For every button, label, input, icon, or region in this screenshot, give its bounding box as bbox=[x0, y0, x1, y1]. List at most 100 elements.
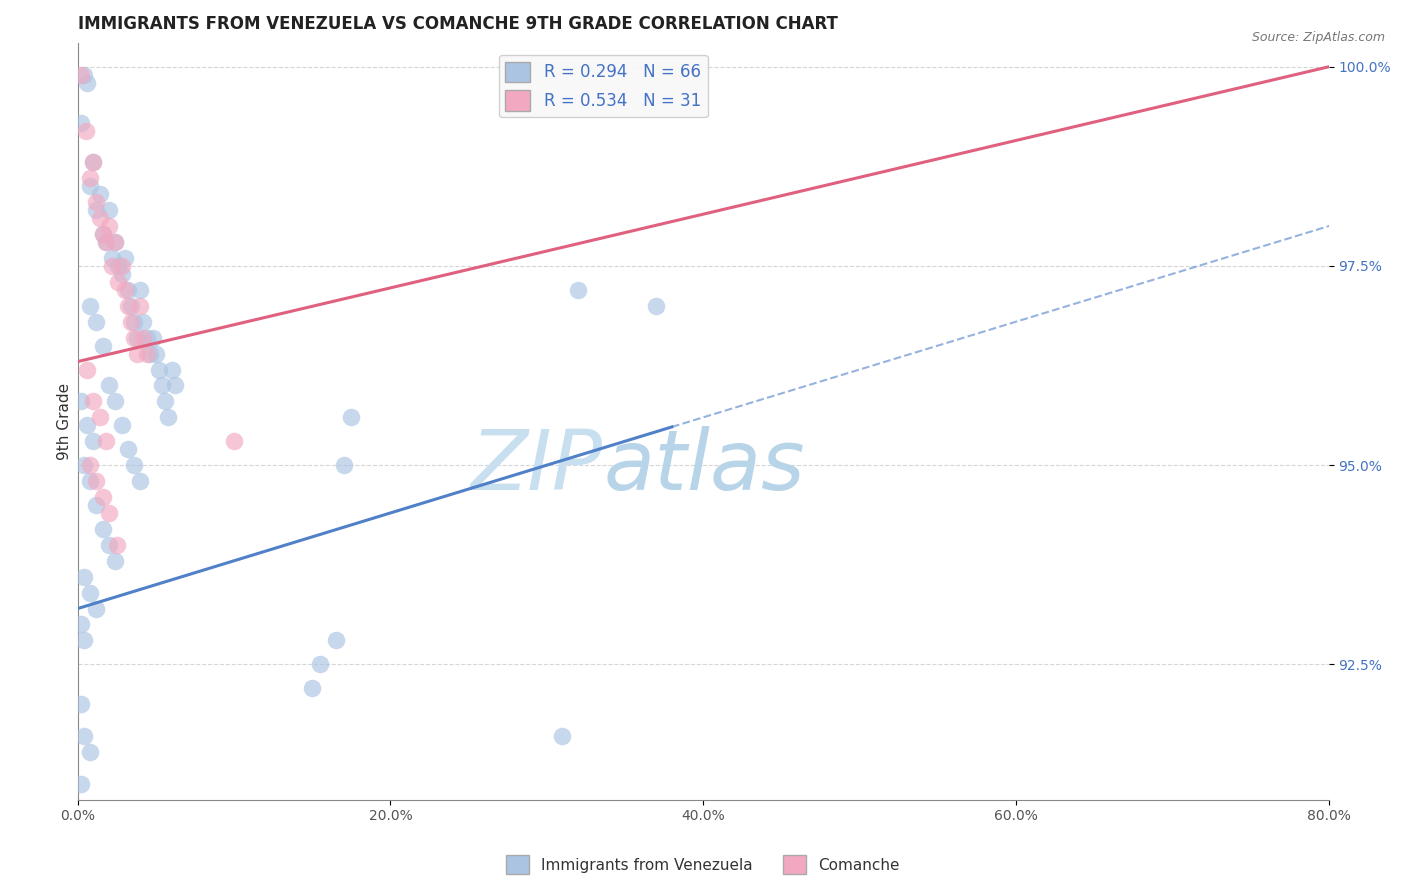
Point bbox=[142, 331, 165, 345]
Point bbox=[309, 657, 332, 672]
Point bbox=[129, 299, 152, 313]
Point bbox=[86, 195, 108, 210]
Point bbox=[104, 235, 127, 249]
Point bbox=[79, 458, 101, 472]
Point bbox=[70, 115, 93, 129]
Point bbox=[114, 251, 136, 265]
Point bbox=[122, 331, 145, 345]
Point bbox=[70, 68, 93, 82]
Point bbox=[551, 729, 574, 743]
Point bbox=[135, 331, 157, 345]
Point bbox=[163, 378, 186, 392]
Point bbox=[79, 474, 101, 488]
Point bbox=[127, 346, 149, 360]
Point bbox=[89, 187, 111, 202]
Point bbox=[98, 219, 121, 234]
Point bbox=[98, 506, 121, 520]
Point bbox=[105, 538, 128, 552]
Point bbox=[145, 346, 167, 360]
Point bbox=[104, 394, 127, 409]
Point bbox=[73, 570, 96, 584]
Point bbox=[94, 235, 117, 249]
Point bbox=[107, 259, 129, 273]
Point bbox=[135, 346, 157, 360]
Point bbox=[79, 299, 101, 313]
Point bbox=[79, 179, 101, 194]
Point bbox=[76, 362, 98, 376]
Point bbox=[73, 729, 96, 743]
Text: atlas: atlas bbox=[603, 426, 804, 508]
Point bbox=[76, 76, 98, 90]
Point bbox=[86, 203, 108, 218]
Legend: R = 0.294   N = 66, R = 0.534   N = 31: R = 0.294 N = 66, R = 0.534 N = 31 bbox=[499, 55, 707, 118]
Point bbox=[70, 394, 93, 409]
Point bbox=[110, 267, 132, 281]
Text: Source: ZipAtlas.com: Source: ZipAtlas.com bbox=[1251, 31, 1385, 45]
Point bbox=[79, 745, 101, 759]
Point bbox=[107, 275, 129, 289]
Point bbox=[75, 123, 97, 137]
Text: ZIP: ZIP bbox=[471, 426, 603, 508]
Point bbox=[82, 394, 104, 409]
Point bbox=[132, 331, 155, 345]
Point bbox=[104, 235, 127, 249]
Point bbox=[645, 299, 668, 313]
Point bbox=[160, 362, 183, 376]
Point bbox=[73, 68, 96, 82]
Point bbox=[89, 211, 111, 226]
Point bbox=[127, 331, 149, 345]
Point bbox=[567, 283, 589, 297]
Point bbox=[86, 474, 108, 488]
Point bbox=[86, 601, 108, 615]
Point bbox=[79, 171, 101, 186]
Point bbox=[120, 315, 142, 329]
Point bbox=[157, 410, 180, 425]
Point bbox=[110, 259, 132, 273]
Point bbox=[70, 777, 93, 791]
Legend: Immigrants from Venezuela, Comanche: Immigrants from Venezuela, Comanche bbox=[501, 849, 905, 880]
Point bbox=[91, 522, 114, 536]
Point bbox=[91, 338, 114, 352]
Point bbox=[101, 259, 124, 273]
Point bbox=[117, 442, 139, 457]
Point bbox=[86, 315, 108, 329]
Point bbox=[325, 633, 347, 648]
Point bbox=[82, 155, 104, 169]
Point bbox=[73, 633, 96, 648]
Point bbox=[122, 458, 145, 472]
Point bbox=[86, 498, 108, 512]
Point bbox=[110, 418, 132, 433]
Point bbox=[79, 585, 101, 599]
Point bbox=[98, 203, 121, 218]
Point bbox=[94, 235, 117, 249]
Point bbox=[70, 617, 93, 632]
Point bbox=[120, 299, 142, 313]
Point bbox=[104, 554, 127, 568]
Point bbox=[129, 474, 152, 488]
Point bbox=[332, 458, 354, 472]
Point bbox=[82, 155, 104, 169]
Point bbox=[117, 299, 139, 313]
Point bbox=[301, 681, 323, 696]
Point bbox=[114, 283, 136, 297]
Point bbox=[91, 490, 114, 504]
Point bbox=[70, 697, 93, 711]
Point bbox=[148, 362, 170, 376]
Point bbox=[122, 315, 145, 329]
Point bbox=[91, 227, 114, 241]
Point bbox=[98, 538, 121, 552]
Point bbox=[82, 434, 104, 449]
Point bbox=[224, 434, 246, 449]
Point bbox=[150, 378, 173, 392]
Y-axis label: 9th Grade: 9th Grade bbox=[58, 383, 72, 460]
Text: IMMIGRANTS FROM VENEZUELA VS COMANCHE 9TH GRADE CORRELATION CHART: IMMIGRANTS FROM VENEZUELA VS COMANCHE 9T… bbox=[77, 15, 838, 33]
Point bbox=[101, 251, 124, 265]
Point bbox=[98, 378, 121, 392]
Point bbox=[94, 434, 117, 449]
Point bbox=[91, 227, 114, 241]
Point bbox=[76, 418, 98, 433]
Point bbox=[132, 315, 155, 329]
Point bbox=[155, 394, 177, 409]
Point bbox=[340, 410, 363, 425]
Point bbox=[129, 283, 152, 297]
